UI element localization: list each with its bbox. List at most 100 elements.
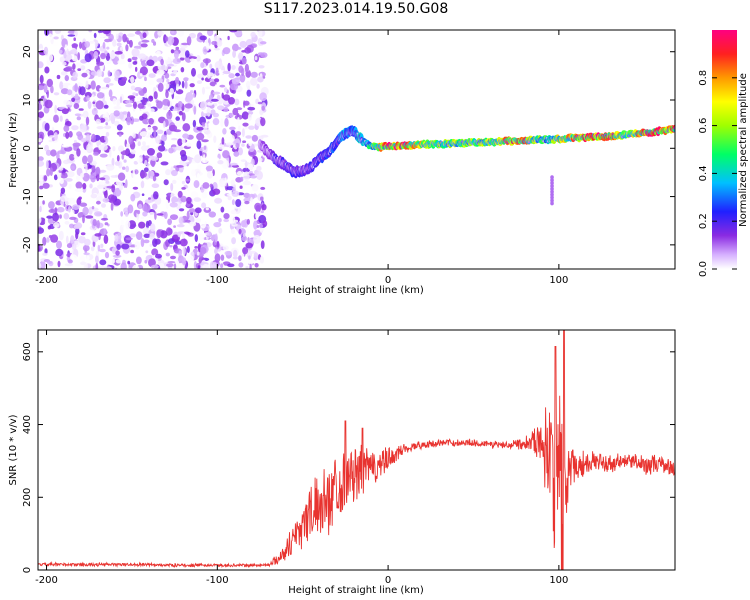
noise-cell <box>39 205 42 213</box>
noise-cell <box>196 80 203 84</box>
noise-cell <box>134 30 142 35</box>
noise-cell <box>109 148 112 158</box>
noise-cell <box>202 68 208 76</box>
noise-cell <box>202 263 210 269</box>
noise-cell <box>220 118 224 128</box>
noise-cell <box>38 156 44 162</box>
noise-cell <box>220 206 225 213</box>
noise-cell <box>56 74 61 80</box>
noise-cell <box>64 220 70 225</box>
noise-cell <box>45 160 49 169</box>
noise-cell <box>82 104 87 109</box>
noise-cell <box>245 160 248 169</box>
noise-cell <box>177 190 183 198</box>
noise-cell <box>227 62 231 72</box>
noise-cell <box>65 131 70 139</box>
noise-cell <box>136 138 142 143</box>
noise-cell <box>205 165 213 172</box>
noise-cell <box>102 41 106 49</box>
noise-cell <box>59 115 63 122</box>
noise-cell <box>157 62 166 72</box>
noise-cell <box>120 53 125 60</box>
noise-cell <box>143 167 149 173</box>
noise-cell <box>245 126 248 129</box>
noise-cell <box>246 89 252 97</box>
noise-cell <box>175 116 180 121</box>
noise-cell <box>104 125 112 130</box>
noise-cell <box>103 234 109 244</box>
noise-cell <box>183 77 189 82</box>
noise-cell <box>113 106 122 110</box>
noise-cell <box>118 145 124 152</box>
noise-cell <box>205 58 209 66</box>
noise-cell <box>135 178 143 183</box>
noise-cell <box>231 78 240 85</box>
noise-cell <box>132 264 140 269</box>
noise-cell <box>80 138 87 143</box>
noise-cell <box>105 122 108 126</box>
noise-cell <box>196 132 205 141</box>
noise-cell <box>80 65 86 71</box>
noise-cell <box>172 58 182 64</box>
noise-cell <box>260 186 266 190</box>
noise-cell <box>168 124 178 132</box>
noise-cell <box>180 195 187 203</box>
noise-cell <box>242 122 249 127</box>
colorbar-tick-label: 0.8 <box>698 70 709 86</box>
noise-cell <box>108 83 114 86</box>
noise-cell <box>231 199 235 206</box>
noise-cell <box>120 262 127 269</box>
noise-cell <box>82 214 85 224</box>
noise-cell <box>165 199 169 210</box>
noise-cell <box>115 33 119 40</box>
noise-cell <box>137 141 141 147</box>
noise-cell <box>198 233 205 241</box>
noise-cell <box>132 92 137 96</box>
noise-cell <box>114 70 120 79</box>
noise-cell <box>238 52 244 60</box>
noise-cell <box>104 222 109 226</box>
noise-cell <box>204 77 212 83</box>
noise-cell <box>56 152 60 160</box>
noise-cell <box>72 63 76 70</box>
noise-cell <box>141 39 150 43</box>
noise-cell <box>154 179 161 184</box>
noise-cell <box>209 78 215 82</box>
noise-cell <box>65 178 73 182</box>
noise-cell <box>221 159 230 169</box>
noise-cell <box>93 51 99 60</box>
noise-cell <box>42 182 50 189</box>
noise-cell <box>63 99 70 106</box>
noise-cell <box>160 58 164 66</box>
noise-cell <box>181 112 186 122</box>
noise-cell <box>120 150 129 156</box>
noise-cell <box>238 228 242 234</box>
noise-cell <box>38 227 44 234</box>
noise-cell <box>161 82 170 90</box>
noise-cell <box>201 202 207 209</box>
noise-cell <box>156 69 165 77</box>
noise-cell <box>144 76 147 82</box>
noise-cell <box>38 215 42 225</box>
noise-cell <box>48 209 56 213</box>
noise-cell <box>74 188 84 193</box>
noise-cell <box>165 36 169 42</box>
noise-cell <box>85 163 88 173</box>
noise-cell <box>169 245 173 248</box>
noise-cell <box>116 155 120 162</box>
noise-cell <box>97 77 102 84</box>
spectrogram-y-tick-label: -10 <box>22 188 33 204</box>
noise-cell <box>149 233 155 240</box>
noise-cell <box>129 233 137 238</box>
noise-cell <box>261 204 267 211</box>
noise-cell <box>200 62 205 69</box>
noise-cell <box>71 243 77 251</box>
noise-cell <box>147 148 155 156</box>
noise-cell <box>217 106 222 110</box>
noise-cell <box>68 131 73 138</box>
noise-cell <box>207 30 214 37</box>
noise-cell <box>114 174 119 178</box>
noise-cell <box>167 63 175 67</box>
noise-cell <box>79 86 86 96</box>
colorbar: 0.0 0.2 0.4 0.6 0.8 Normalized spectral ampl… <box>698 30 749 277</box>
